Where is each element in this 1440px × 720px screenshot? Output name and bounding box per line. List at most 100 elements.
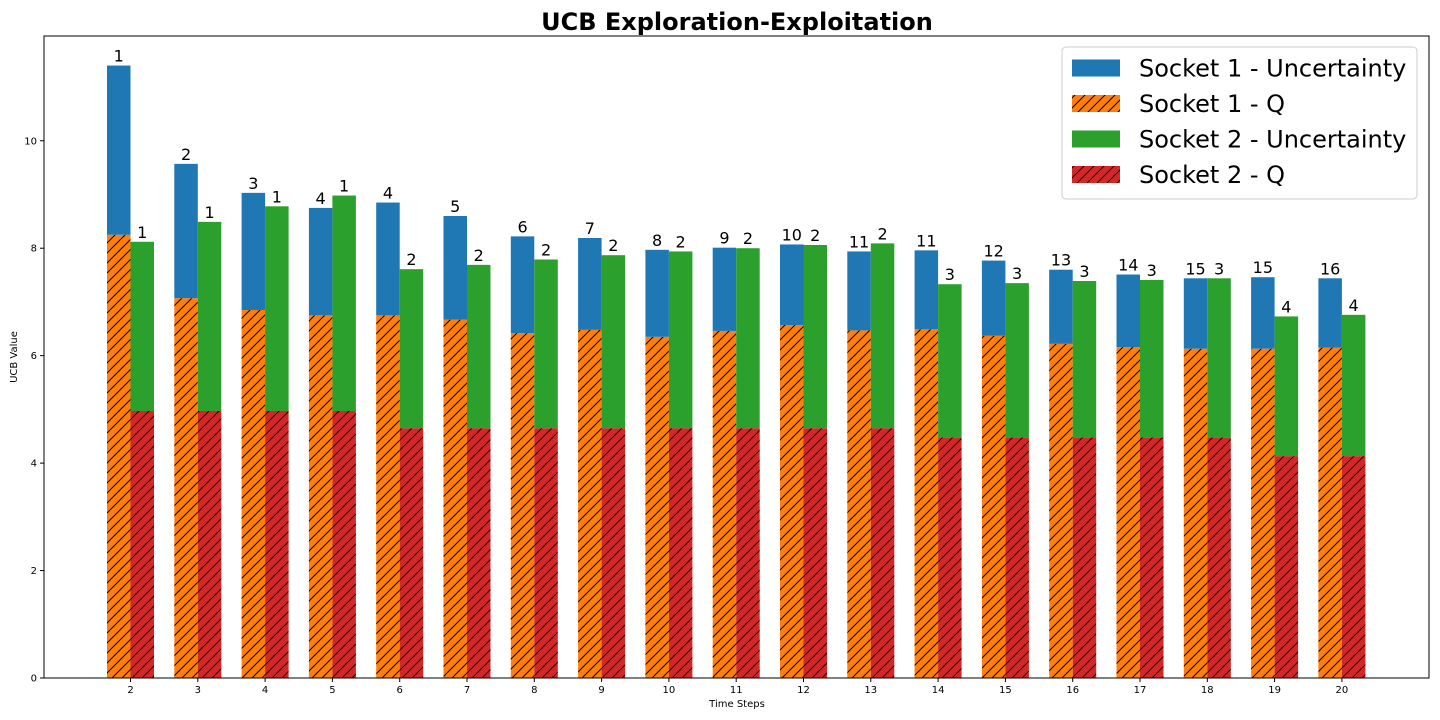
count-label-socket2: 2 [541,240,551,259]
legend-swatch-socket1-q [1072,95,1120,112]
bar-socket1-uncertainty [1251,277,1275,349]
legend-swatch-socket2-uncertainty [1072,130,1120,148]
x-tick-label: 12 [797,685,810,696]
bar-socket1-uncertainty [1116,274,1140,348]
count-label-socket2: 3 [1079,262,1089,281]
bar-socket2-q [1005,437,1029,678]
bar-socket1-q [847,330,871,678]
count-label-socket1: 12 [983,242,1003,261]
x-tick-label: 2 [127,685,133,696]
count-label-socket2: 2 [877,224,887,243]
bar-socket2-q [1207,437,1231,678]
count-label-socket2: 3 [1012,264,1022,283]
bar-socket1-q [780,325,804,678]
bar-socket1-uncertainty [578,238,602,330]
bar-socket1-q [1049,343,1073,678]
x-tick-label: 5 [329,685,335,696]
count-label-socket2: 2 [743,229,753,248]
y-tick-label: 4 [31,459,37,470]
legend-label-socket1-q: Socket 1 - Q [1139,90,1285,118]
legend-box [1061,46,1418,200]
bar-socket2-uncertainty [1140,279,1164,438]
bar-socket2-uncertainty [803,244,827,429]
bar-socket2-uncertainty [1005,283,1029,438]
count-label-socket2: 1 [339,177,349,196]
bar-socket1-q [443,319,467,678]
x-axis-label: Time Steps [708,699,765,710]
count-label-socket1: 14 [1118,256,1138,275]
bar-socket1-uncertainty [107,65,131,235]
count-label-socket1: 8 [652,231,662,250]
x-tick-label: 4 [262,685,268,696]
count-label-socket1: 13 [1051,251,1071,270]
bar-socket1-uncertainty [847,251,871,331]
x-tick-label: 20 [1336,685,1349,696]
bar-socket1-q [578,329,602,678]
x-tick-label: 9 [598,685,604,696]
bar-socket1-uncertainty [376,202,400,316]
count-label-socket2: 1 [137,223,147,242]
x-tick-label: 10 [663,685,676,696]
bar-socket1-uncertainty [443,215,467,320]
bar-socket1-q [376,315,400,678]
x-tick-label: 6 [397,685,403,696]
bar-socket2-uncertainty [601,255,626,429]
count-label-socket1: 11 [916,231,936,250]
bar-socket2-uncertainty [332,195,356,411]
bar-socket2-uncertainty [1207,278,1231,438]
x-tick-label: 3 [195,685,201,696]
bar-socket1-uncertainty [174,163,198,299]
bar-socket1-q [712,330,737,678]
legend-label-socket2-q: Socket 2 - Q [1139,161,1285,189]
count-label-socket2: 3 [1147,261,1157,280]
bar-socket2-q [467,428,491,678]
count-label-socket1: 4 [383,184,393,203]
legend: Socket 1 - Uncertainty Socket 1 - Q Socket… [1061,46,1418,200]
count-label-socket2: 3 [945,265,955,284]
bar-socket2-q [130,410,154,678]
count-label-socket2: 1 [272,187,282,206]
x-tick-label: 19 [1268,685,1281,696]
count-label-socket2: 2 [676,232,686,251]
count-label-socket2: 2 [608,236,618,255]
bar-socket1-uncertainty [712,247,737,331]
bar-socket1-q [1251,348,1275,678]
count-label-socket2: 4 [1281,297,1291,316]
y-tick-label: 8 [31,244,37,255]
bar-socket1-q [241,309,266,678]
x-tick-label: 15 [999,685,1012,696]
bars-layer [107,65,1366,678]
bar-socket1-uncertainty [241,192,266,310]
bar-socket2-uncertainty [197,221,222,411]
y-axis-label: UCB Value [9,331,20,383]
bar-socket2-q [736,428,760,678]
bar-socket2-uncertainty [938,284,962,438]
bar-socket1-q [174,298,198,678]
count-label-socket2: 3 [1214,259,1224,278]
bar-socket2-q [1072,437,1097,678]
bar-socket1-uncertainty [645,249,669,337]
bar-socket1-q [107,234,131,678]
bar-socket1-q [1183,348,1208,678]
count-label-socket1: 2 [181,145,191,164]
count-label-socket1: 10 [782,225,802,244]
bar-socket1-q [1318,347,1342,678]
y-tick-label: 10 [24,136,37,147]
count-label-socket2: 4 [1349,296,1359,315]
count-label-socket1: 7 [585,219,595,238]
bar-socket2-q [197,410,222,678]
legend-label-socket1-uncertainty: Socket 1 - Uncertainty [1139,55,1406,83]
count-label-socket1: 15 [1253,258,1273,277]
count-label-socket2: 2 [810,226,820,245]
bar-socket1-uncertainty [981,260,1006,336]
bar-socket2-uncertainty [1072,280,1097,438]
legend-label-socket2-uncertainty: Socket 2 - Uncertainty [1139,126,1406,154]
bar-socket2-uncertainty [668,251,693,429]
x-tick-label: 14 [932,685,945,696]
count-label-socket1: 6 [517,217,527,236]
bar-socket2-q [265,410,289,678]
bar-socket2-uncertainty [1341,314,1366,457]
bar-socket2-q [332,410,356,678]
